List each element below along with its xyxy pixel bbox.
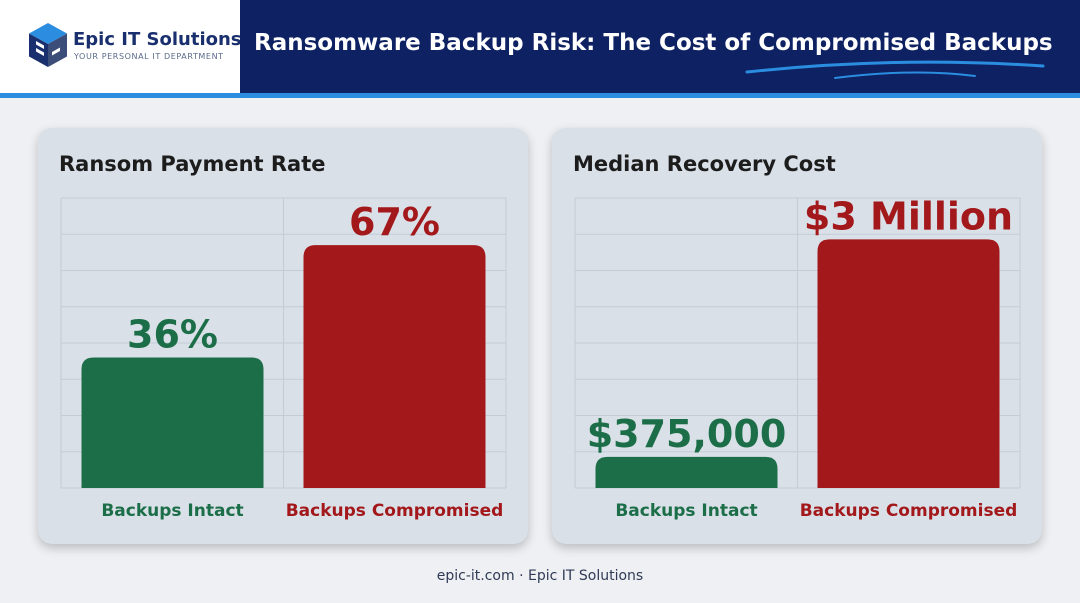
underline-swoosh [745, 60, 1045, 79]
logo[interactable]: Epic IT Solutions YOUR PERSONAL IT DEPAR… [0, 0, 242, 93]
company-name: Epic IT Solutions [73, 29, 242, 50]
bar [595, 456, 778, 488]
accent-line [0, 93, 1080, 98]
cube-logo-icon [29, 23, 67, 67]
chart-title: Median Recovery Cost [573, 152, 836, 176]
chart-title: Ransom Payment Rate [59, 152, 326, 176]
data-label: $3 Million [804, 194, 1013, 238]
data-label: 67% [349, 200, 440, 244]
company-tagline: YOUR PERSONAL IT DEPARTMENT [74, 52, 224, 61]
category-label: Backups Compromised [800, 501, 1018, 521]
page-title: Ransomware Backup Risk: The Cost of Comp… [254, 30, 1053, 56]
chart-panel-recovery-cost: Median Recovery Cost $375,000 Backups Int… [552, 128, 1042, 544]
bar [81, 357, 264, 488]
category-label: Backups Intact [101, 501, 243, 521]
bar [303, 245, 486, 488]
bar [817, 239, 1000, 488]
header: Epic IT Solutions YOUR PERSONAL IT DEPAR… [0, 0, 1080, 93]
category-label: Backups Intact [615, 501, 757, 521]
title-banner: Ransomware Backup Risk: The Cost of Comp… [240, 0, 1080, 93]
category-label: Backups Compromised [286, 501, 504, 521]
data-label: 36% [127, 313, 218, 357]
data-label: $375,000 [587, 412, 787, 456]
chart-svg: 36% Backups Intact 67% Backups Compromised [60, 197, 507, 521]
chart-svg: $375,000 Backups Intact $3 Million Backups … [574, 194, 1021, 521]
footer-text: epic-it.com · Epic IT Solutions [436, 568, 644, 584]
chart-panel-payment-rate: Ransom Payment Rate 36% Backups Intact 67%… [38, 128, 528, 544]
